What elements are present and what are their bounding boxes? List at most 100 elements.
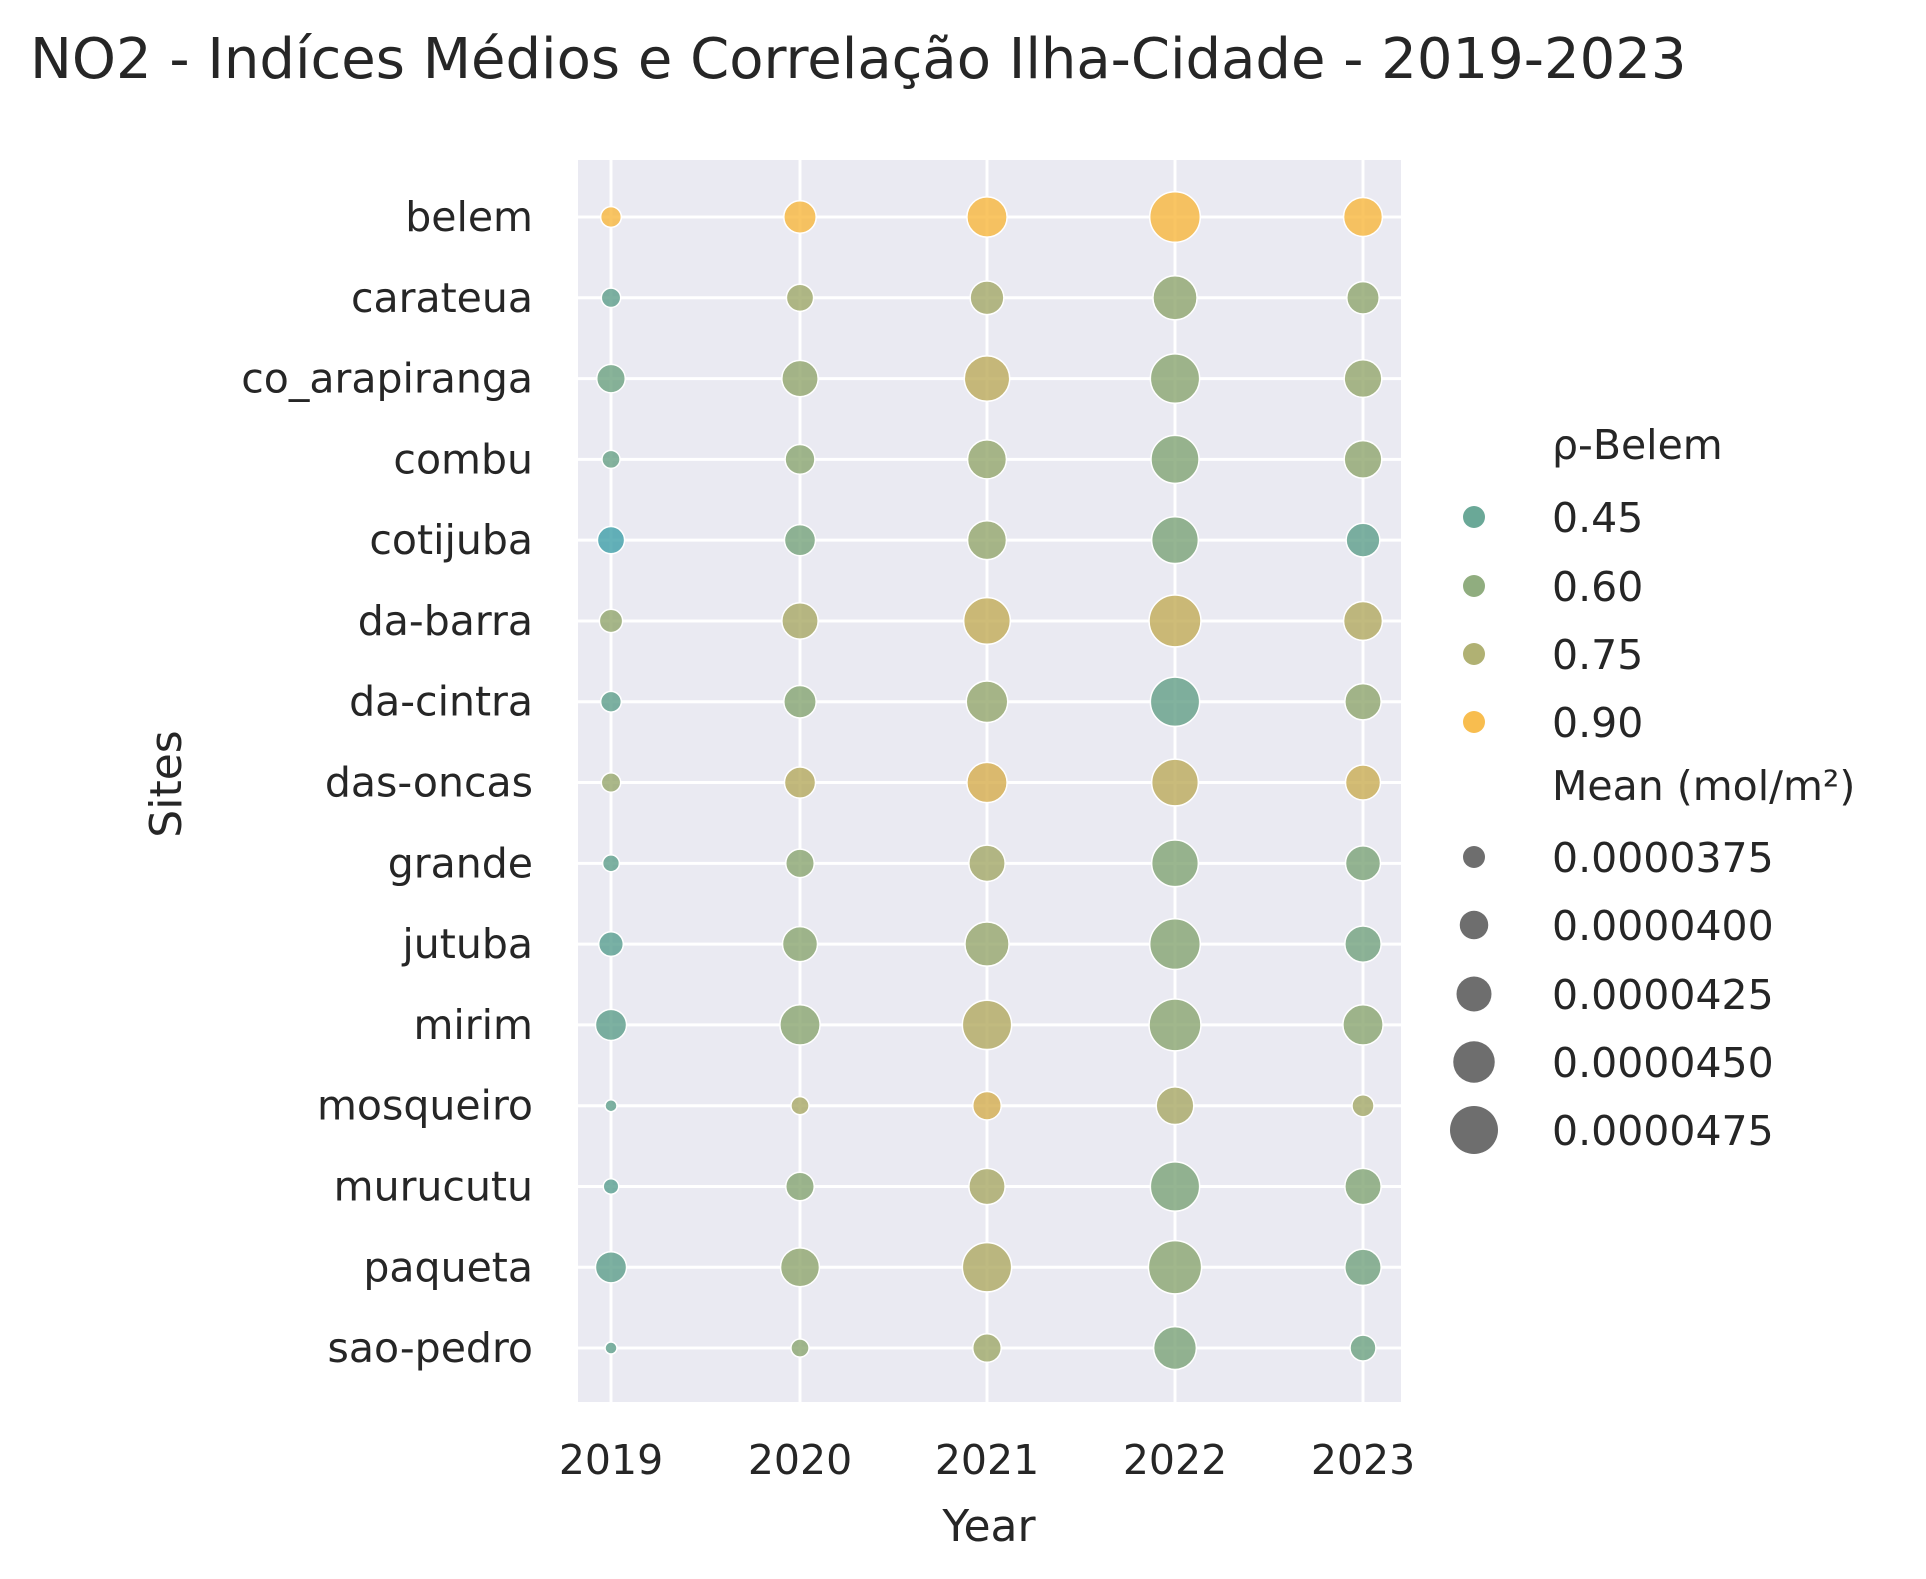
- marker-grande-2019: [601, 854, 621, 873]
- legend-color-marker-0.45: [1463, 506, 1485, 528]
- y-tick-label-grande: grande: [388, 839, 533, 887]
- marker-sao-pedro-2023: [1349, 1334, 1377, 1362]
- marker-cotijuba-2021: [966, 519, 1008, 561]
- y-tick-label-combu: combu: [393, 435, 533, 483]
- y-tick-label-paqueta: paqueta: [363, 1243, 533, 1291]
- marker-co_arapiranga-2020: [781, 359, 819, 398]
- marker-combu-2021: [966, 439, 1008, 480]
- y-tick-label-das-oncas: das-oncas: [325, 759, 533, 807]
- marker-belem-2021: [966, 196, 1008, 238]
- marker-carateua-2021: [969, 280, 1005, 316]
- marker-paqueta-2020: [779, 1247, 821, 1288]
- legend-color-label-0.90: 0.90: [1552, 699, 1643, 747]
- legend-size-label-0.0000400: 0.0000400: [1552, 902, 1774, 950]
- legend-size-marker-0.0000450: [1453, 1041, 1495, 1083]
- marker-mosqueiro-2019: [604, 1098, 618, 1113]
- marker-grande-2021: [968, 844, 1006, 883]
- y-tick-label-belem: belem: [405, 193, 533, 241]
- marker-da-cintra-2021: [965, 680, 1009, 724]
- marker-co_arapiranga-2019: [596, 363, 626, 394]
- marker-da-barra-2019: [598, 608, 624, 634]
- legend-color-items: 0.45 0.60 0.75 0.90: [1463, 494, 1643, 747]
- y-tick-label-sao-pedro: sao-pedro: [328, 1324, 533, 1372]
- x-tick-label-2019: 2019: [559, 1436, 663, 1484]
- marker-belem-2020: [783, 200, 817, 234]
- x-tick-label-2023: 2023: [1311, 1436, 1415, 1484]
- marker-paqueta-2019: [594, 1250, 628, 1284]
- marker-belem-2023: [1342, 196, 1384, 238]
- marker-combu-2019: [601, 449, 621, 470]
- marker-mosqueiro-2020: [790, 1095, 810, 1116]
- marker-mirim-2021: [961, 999, 1013, 1051]
- marker-co_arapiranga-2021: [963, 355, 1011, 403]
- y-tick-label-da-barra: da-barra: [358, 597, 533, 645]
- marker-jutuba-2021: [964, 921, 1010, 967]
- legend-size-label-0.0000375: 0.0000375: [1552, 834, 1774, 882]
- legend-color-title: ρ-Belem: [1552, 421, 1723, 469]
- legend-color-marker-0.75: [1463, 643, 1485, 665]
- legend-size-marker-0.0000425: [1456, 976, 1492, 1012]
- marker-da-cintra-2019: [599, 690, 623, 713]
- y-tick-label-jutuba: jutuba: [401, 920, 533, 968]
- marker-jutuba-2023: [1344, 925, 1382, 964]
- legend-size-label-0.0000450: 0.0000450: [1552, 1039, 1774, 1087]
- x-tick-labels: 2019 2020 2021 2022 2023: [559, 1436, 1415, 1484]
- x-tick-label-2021: 2021: [935, 1436, 1039, 1484]
- legend-size-label-0.0000475: 0.0000475: [1552, 1107, 1774, 1155]
- marker-da-barra-2023: [1342, 600, 1384, 642]
- marker-jutuba-2022: [1148, 918, 1202, 971]
- y-tick-label-cotijuba: cotijuba: [369, 516, 533, 564]
- marker-da-cintra-2020: [783, 684, 817, 719]
- legend-size-title: Mean (mol/m²): [1552, 762, 1855, 810]
- marker-carateua-2023: [1346, 280, 1380, 315]
- marker-murucutu-2019: [602, 1177, 620, 1195]
- marker-belem-2022: [1148, 190, 1202, 244]
- marker-das-oncas-2021: [966, 761, 1008, 804]
- marker-paqueta-2021: [961, 1241, 1013, 1293]
- marker-sao-pedro-2021: [972, 1333, 1002, 1364]
- marker-grande-2022: [1150, 839, 1200, 888]
- marker-paqueta-2022: [1147, 1239, 1203, 1295]
- marker-mosqueiro-2023: [1351, 1093, 1375, 1118]
- marker-cotijuba-2020: [783, 523, 817, 557]
- marker-das-oncas-2022: [1150, 758, 1200, 807]
- marker-combu-2022: [1150, 434, 1200, 485]
- legend-size-marker-0.0000475: [1450, 1106, 1498, 1154]
- y-tick-label-da-cintra: da-cintra: [349, 678, 533, 726]
- marker-murucutu-2021: [968, 1167, 1006, 1206]
- legend-size-marker-0.0000400: [1459, 910, 1489, 940]
- marker-sao-pedro-2022: [1152, 1325, 1198, 1371]
- marker-cotijuba-2019: [596, 525, 626, 555]
- y-tick-label-mosqueiro: mosqueiro: [317, 1082, 533, 1130]
- marker-cotijuba-2022: [1150, 516, 1200, 565]
- marker-co_arapiranga-2023: [1343, 359, 1383, 399]
- legend-color-marker-0.90: [1463, 711, 1485, 733]
- legend-color-label-0.75: 0.75: [1552, 631, 1643, 679]
- marker-mirim-2023: [1342, 1004, 1384, 1046]
- legend-color-marker-0.60: [1463, 575, 1485, 597]
- marker-das-oncas-2020: [783, 766, 817, 799]
- marker-murucutu-2023: [1344, 1167, 1382, 1206]
- marker-combu-2020: [784, 443, 816, 476]
- marker-da-barra-2020: [781, 602, 819, 640]
- y-tick-label-murucutu: murucutu: [334, 1162, 533, 1210]
- marker-da-barra-2021: [962, 596, 1012, 646]
- y-tick-label-mirim: mirim: [413, 1001, 533, 1049]
- marker-carateua-2022: [1152, 274, 1198, 321]
- marker-da-barra-2022: [1148, 594, 1202, 648]
- marker-jutuba-2019: [597, 931, 625, 958]
- marker-mosqueiro-2021: [972, 1090, 1002, 1121]
- marker-mosqueiro-2022: [1155, 1086, 1195, 1126]
- data-markers: [594, 190, 1384, 1371]
- marker-grande-2023: [1344, 845, 1382, 882]
- y-axis-label: Sites: [141, 730, 192, 837]
- marker-murucutu-2022: [1149, 1161, 1201, 1212]
- marker-mirim-2019: [594, 1008, 628, 1042]
- y-tick-label-co_arapiranga: co_arapiranga: [241, 355, 533, 403]
- legend-color-label-0.60: 0.60: [1552, 563, 1643, 611]
- marker-sao-pedro-2020: [790, 1338, 810, 1358]
- marker-mirim-2020: [779, 1004, 821, 1046]
